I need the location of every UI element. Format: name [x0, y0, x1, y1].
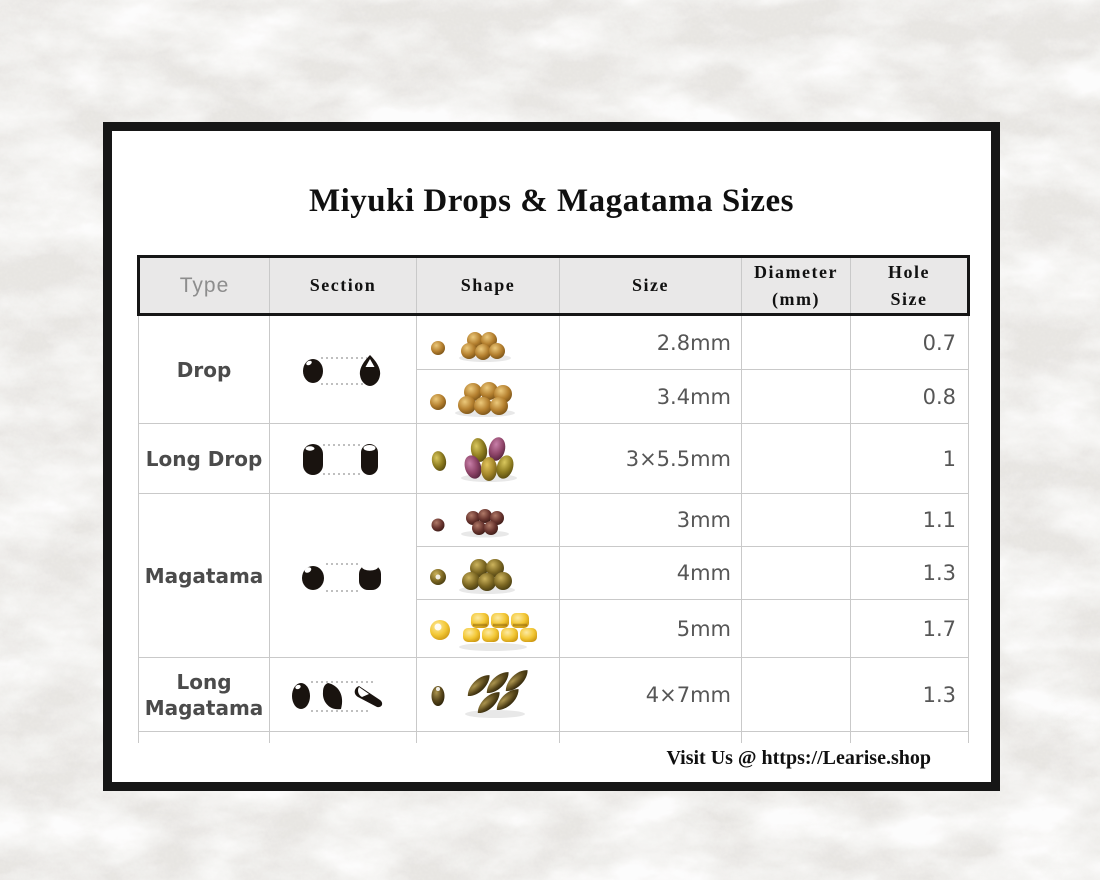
magatama-cross-section-diagram [302, 562, 381, 592]
table-row: 5mm 1.7 [139, 599, 969, 658]
type-label-magatama: Magatama [138, 493, 270, 658]
hole-size-value: 1.3 [850, 546, 969, 600]
drop-section-cell [269, 314, 417, 424]
table-row: Drop [138, 314, 969, 424]
diameter-value [741, 369, 851, 424]
diameter-value [741, 599, 851, 658]
long-magatama-cross-section-diagram [292, 680, 383, 712]
column-header-type: Type [137, 255, 270, 316]
table-row: Long Magatama [138, 657, 969, 732]
beads-photo-magatama-4mm [430, 559, 515, 594]
long-drop-section-cell [269, 423, 417, 494]
beads-photo-drop-3-4mm [430, 381, 515, 417]
shape-cell [416, 493, 560, 547]
drop-cross-section-diagram [303, 354, 381, 386]
hole-size-value: 0.7 [850, 314, 969, 370]
long-drop-cross-section-diagram [303, 443, 378, 475]
long-magatama-section-cell [269, 657, 417, 732]
column-header-size: Size [559, 255, 742, 316]
shape-cell [416, 657, 560, 732]
size-value: 5mm [559, 599, 742, 658]
sizes-table: Type Section Shape Size Diameter (mm) Ho… [137, 255, 970, 743]
hole-size-value: 1.7 [850, 599, 969, 658]
shape-cell [416, 314, 560, 370]
diameter-value [741, 314, 851, 370]
hole-size-value: 1.1 [850, 493, 969, 547]
diameter-value [741, 657, 851, 732]
table-row: 3.4mm 0.8 [139, 369, 969, 424]
type-label-long-magatama: Long Magatama [138, 657, 270, 732]
size-value: 2.8mm [559, 314, 742, 370]
hole-size-value: 0.8 [850, 369, 969, 424]
column-header-diameter: Diameter (mm) [741, 255, 851, 316]
size-value: 3×5.5mm [559, 423, 742, 494]
page-title: Miyuki Drops & Magatama Sizes [308, 183, 795, 219]
type-label-drop: Drop [138, 314, 270, 424]
beads-photo-drop-2-8mm [431, 331, 511, 362]
beads-photo-magatama-5mm [430, 612, 537, 651]
table-row: Magatama [138, 493, 969, 658]
hole-size-value: 1.3 [850, 657, 969, 732]
column-header-shape: Shape [416, 255, 560, 316]
diameter-value [741, 546, 851, 600]
type-label-long-drop: Long Drop [138, 423, 270, 494]
table-row: 4mm 1.3 [139, 546, 969, 600]
column-header-hole-size: Hole Size [850, 255, 970, 316]
size-value: 3mm [559, 493, 742, 547]
size-value: 4×7mm [559, 657, 742, 732]
table-row: Long Drop [138, 423, 969, 494]
size-value: 3.4mm [559, 369, 742, 424]
shape-cell [416, 369, 560, 424]
poster-frame: Miyuki Drops & Magatama Sizes Type Secti… [103, 122, 1000, 791]
cropped-next-row [138, 731, 969, 743]
beads-photo-long-drop-3x5-5mm [431, 436, 517, 482]
beads-photo-long-magatama-4x7mm [431, 666, 533, 718]
shop-url-text: Visit Us @ https://Learise.shop [666, 747, 931, 769]
column-header-section: Section [269, 255, 417, 316]
shape-cell [416, 423, 560, 494]
shape-cell [416, 599, 560, 658]
diameter-value [741, 493, 851, 547]
diameter-value [741, 423, 851, 494]
hole-size-value: 1 [850, 423, 969, 494]
size-value: 4mm [559, 546, 742, 600]
beads-photo-magatama-3mm [431, 509, 509, 538]
magatama-section-cell [269, 493, 417, 658]
table-header-row: Type Section Shape Size Diameter (mm) Ho… [137, 255, 970, 316]
shape-cell [416, 546, 560, 600]
